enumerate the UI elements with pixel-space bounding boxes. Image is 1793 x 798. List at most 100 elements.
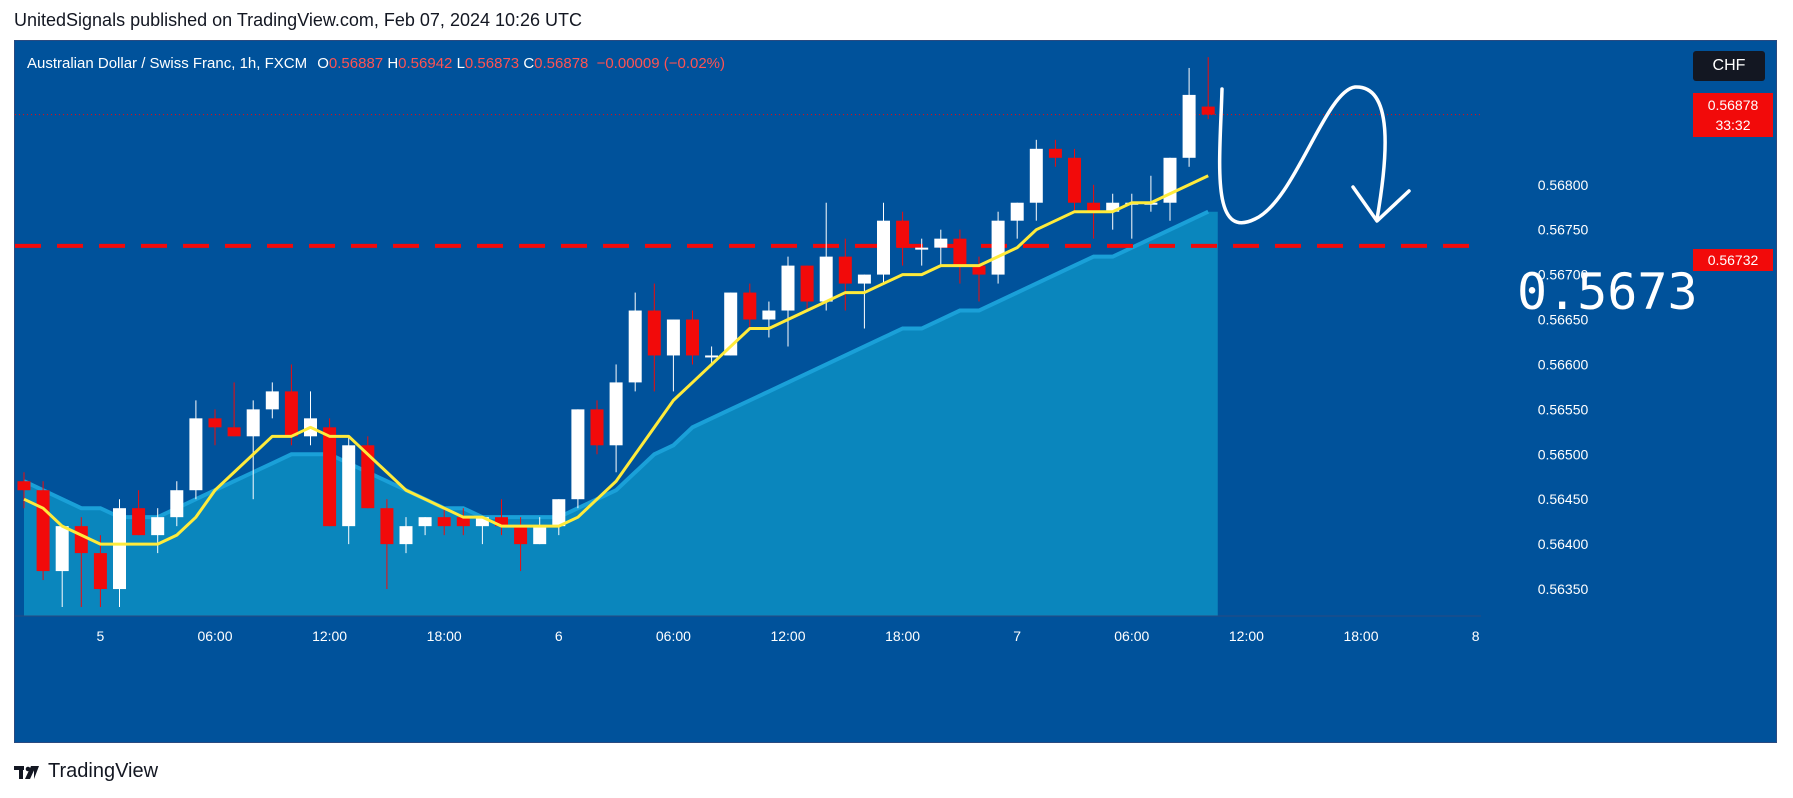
candle-body [896,220,910,248]
candle-body [265,391,279,410]
candle-body [857,274,871,284]
x-tick-label: 12:00 [312,628,347,644]
low-label: L [456,55,465,72]
footer-brand-text: TradingView [48,760,159,782]
candle-body [762,310,776,320]
candle-body [686,319,699,356]
last-price-value: 0.56878 [1707,97,1759,113]
y-tick-label: 0.56350 [1538,581,1589,597]
chart-panel[interactable]: 0.56350 0.56400 0.56450 0.56500 0.56550 0.566… [14,40,1777,743]
candle-body [1068,157,1081,203]
x-tick-label: 06:00 [656,628,691,644]
last-price-tag: 0.56878 33:32 [1693,93,1773,137]
candle-body [113,508,126,590]
x-tick-label: 18:00 [427,628,462,644]
candle-body [590,409,604,446]
x-tick-label: 8 [1472,628,1480,644]
ema-slow-area [24,211,1218,616]
candle-body [1010,202,1024,221]
candle-body [437,517,451,527]
y-tick-label: 0.56750 [1538,222,1589,238]
candle-body [552,499,566,527]
candle-body [533,526,547,545]
candle-body [1201,106,1215,115]
projection-arrow-head [1351,185,1411,223]
footer-brand[interactable]: TradingView [14,760,158,783]
x-tick-label: 18:00 [1343,628,1378,644]
candle-body [342,445,356,527]
candle-body [800,265,814,302]
candle-body [705,355,719,358]
x-tick-label: 06:00 [197,628,232,644]
candle-body [456,517,470,527]
candle-body [323,427,337,527]
low-value: 0.56873 [464,55,520,72]
candle-body [666,319,680,356]
tradingview-logo-icon [14,765,39,779]
publish-header: UnitedSignals published on TradingView.c… [14,10,583,30]
candle-body [475,517,489,527]
open-value: 0.56887 [328,55,384,72]
open-label: O [317,55,329,72]
candle-body [877,220,890,275]
candle-body [399,526,413,545]
candle-body [743,292,757,320]
y-tick-label: 0.56550 [1538,401,1589,417]
high-label: H [387,55,399,72]
candle-body [819,256,833,302]
candle-body [170,490,184,518]
candle-body [934,238,948,248]
candle-body [55,526,69,572]
x-tick-label: 18:00 [885,628,920,644]
candle-body [647,310,661,356]
candle-body [208,418,222,428]
x-tick-label: 6 [555,628,563,644]
chart-canvas[interactable]: 0.56350 0.56400 0.56450 0.56500 0.56550 0.566… [15,41,1776,742]
candle-body [246,409,260,437]
high-value: 0.56942 [398,55,453,72]
candle-body [609,382,623,446]
y-tick-label: 0.56400 [1538,536,1589,552]
candle-body [74,526,88,554]
candle-body [380,508,394,545]
y-tick-label: 0.56450 [1538,491,1589,507]
candle-body [724,292,738,356]
candle-body [495,517,508,527]
currency-button[interactable]: CHF [1693,51,1765,81]
close-value: 0.56878 [534,55,589,72]
candle-body [93,553,107,590]
y-tick-label: 0.56800 [1538,177,1589,193]
y-tick-label: 0.56650 [1538,312,1589,328]
candle-body [972,265,986,275]
candle-body [1106,202,1120,212]
x-tick-label: 7 [1013,628,1021,644]
candle-body [953,238,967,266]
candle-body [991,220,1005,275]
candle-body [284,391,298,437]
ema-slow-line [23,209,1210,520]
candle-body [17,481,31,491]
candle-body [514,526,528,545]
candle-body [1182,94,1196,158]
x-tick-label: 12:00 [770,628,805,644]
target-annotation-text: 0.5673 [1517,263,1698,321]
y-tick-label: 0.56700 [1538,267,1589,283]
candle-body [1029,148,1043,203]
candle-body [36,490,50,572]
level-price-tag: 0.56732 [1693,249,1773,271]
candle-body [1048,148,1062,158]
candle-body [915,247,929,250]
change-value: −0.00009 (−0.02%) [596,55,726,72]
projection-curve [1217,85,1387,225]
x-tick-label: 5 [97,628,105,644]
bar-countdown: 33:32 [1715,117,1751,133]
candle-body [1087,202,1101,212]
candle-body [781,265,795,311]
candle-body [571,409,585,500]
close-label: C [523,55,535,72]
candle-body [361,445,375,509]
x-tick-label: 06:00 [1114,628,1149,644]
y-tick-label: 0.56500 [1538,446,1589,462]
candle-body [227,427,241,437]
symbol-name: Australian Dollar / Swiss Franc, 1h, FXC… [27,55,308,72]
